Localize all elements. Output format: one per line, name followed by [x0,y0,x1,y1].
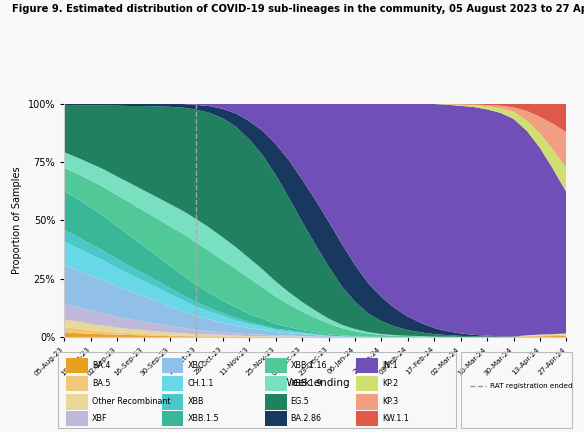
Bar [67,394,88,410]
Text: EG.5: EG.5 [291,397,310,407]
Y-axis label: Proportion of Samples: Proportion of Samples [12,166,22,274]
Text: XBB.1.16: XBB.1.16 [291,361,327,370]
Text: XBB.1.5: XBB.1.5 [187,414,219,423]
Bar [356,411,378,426]
Text: KP.3: KP.3 [382,397,398,407]
Bar [356,358,378,373]
Bar [162,394,183,410]
Text: XBB: XBB [187,397,204,407]
Text: BA.4: BA.4 [92,361,110,370]
Bar [67,376,88,391]
Bar [67,358,88,373]
Bar [265,358,287,373]
Text: XBC: XBC [187,361,204,370]
Text: XBF: XBF [92,414,107,423]
Text: XBB.1.9: XBB.1.9 [291,379,322,388]
Bar [67,411,88,426]
Bar [265,411,287,426]
Bar [162,358,183,373]
Bar [162,376,183,391]
Text: JN.1: JN.1 [382,361,398,370]
X-axis label: Week ending: Week ending [281,378,349,388]
Bar [162,411,183,426]
Bar [356,376,378,391]
Text: BA.2.86: BA.2.86 [291,414,322,423]
Bar [265,394,287,410]
Text: Other Recombinant: Other Recombinant [92,397,171,407]
Text: KW.1.1: KW.1.1 [382,414,409,423]
Text: KP.2: KP.2 [382,379,398,388]
Bar [356,394,378,410]
Bar [265,376,287,391]
Text: RAT registration ended: RAT registration ended [490,383,573,389]
Text: BA.5: BA.5 [92,379,110,388]
Text: Figure 9. Estimated distribution of COVID-19 sub-lineages in the community, 05 A: Figure 9. Estimated distribution of COVI… [12,4,584,14]
Text: CH.1.1: CH.1.1 [187,379,214,388]
